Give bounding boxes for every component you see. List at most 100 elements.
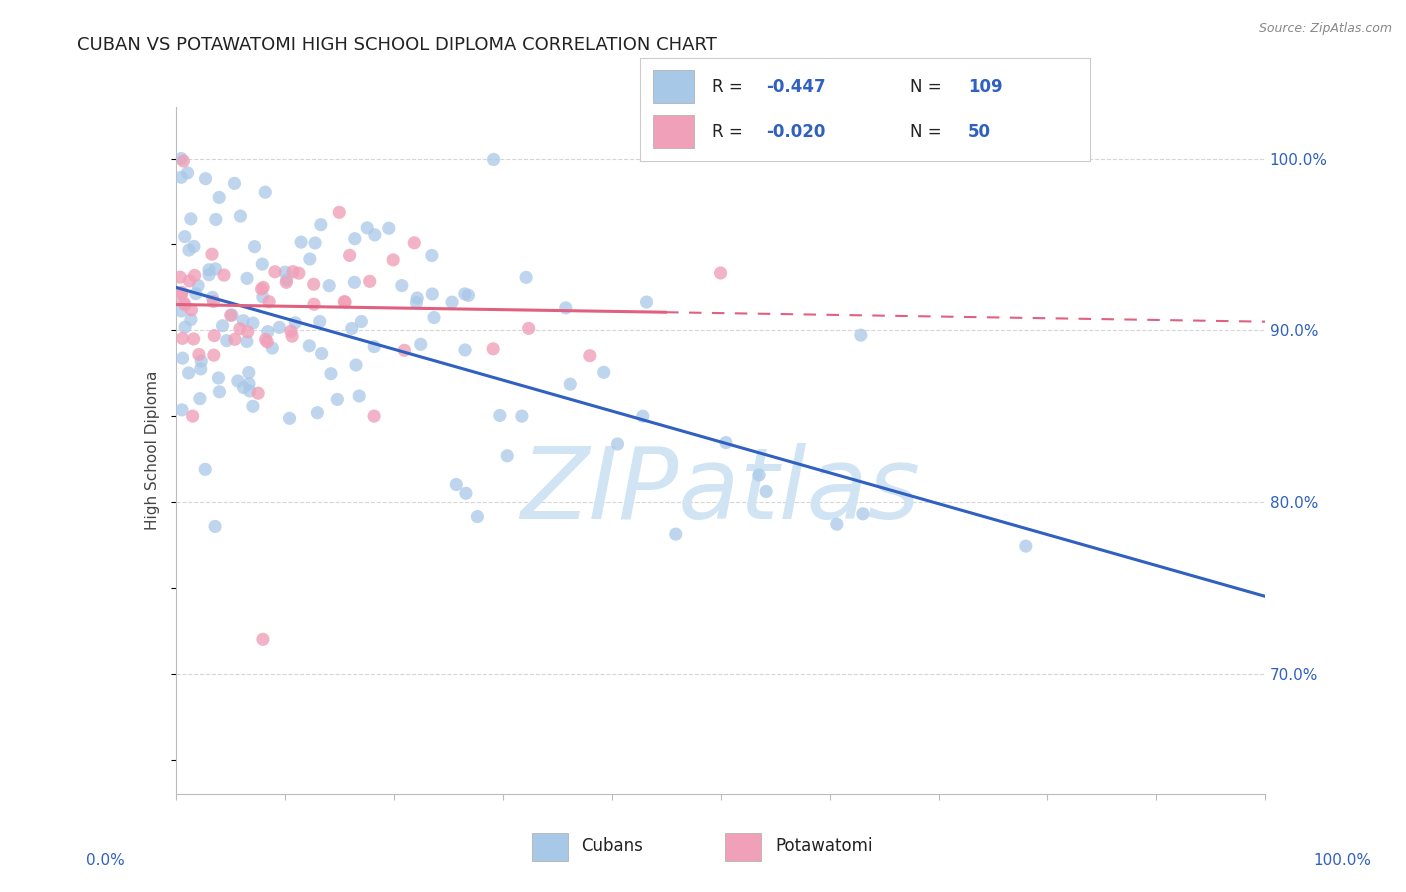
Point — [243, 239, 266, 253]
Point — [457, 288, 479, 302]
Point — [219, 308, 242, 322]
Point — [382, 252, 405, 267]
Point — [288, 266, 311, 280]
Point — [307, 406, 329, 420]
Bar — [654, 115, 693, 148]
Point — [278, 411, 301, 425]
Point — [252, 280, 274, 294]
Point — [242, 316, 264, 330]
Point — [304, 235, 326, 250]
Point — [256, 325, 278, 339]
Text: 50: 50 — [969, 123, 991, 141]
Point — [454, 343, 477, 357]
Point — [172, 351, 194, 365]
Point — [180, 302, 202, 317]
Point — [187, 347, 209, 361]
Point — [326, 392, 349, 407]
Text: 0.0%: 0.0% — [86, 854, 125, 868]
Bar — [531, 833, 568, 861]
Point — [284, 316, 307, 330]
Point — [247, 386, 270, 401]
Point — [236, 325, 259, 339]
Point — [226, 374, 249, 388]
Point — [406, 291, 429, 305]
Point — [592, 365, 614, 379]
Point — [404, 235, 426, 250]
Point — [211, 318, 233, 333]
Point — [339, 248, 361, 262]
Point — [344, 358, 367, 372]
Point — [236, 334, 259, 349]
Point — [173, 229, 195, 244]
Point — [201, 247, 224, 261]
Point — [748, 468, 770, 483]
Point — [454, 486, 477, 500]
Text: R =: R = — [711, 123, 748, 141]
Text: Cubans: Cubans — [582, 837, 644, 855]
Point — [207, 371, 229, 385]
Point — [276, 275, 298, 289]
Point — [363, 340, 385, 354]
Point — [232, 314, 254, 328]
Point — [489, 409, 512, 423]
Point — [280, 324, 302, 338]
Point — [170, 402, 193, 417]
Text: Potawatomi: Potawatomi — [775, 837, 873, 855]
Point — [467, 509, 489, 524]
Point — [318, 278, 340, 293]
Point — [298, 339, 321, 353]
Point — [423, 310, 446, 325]
Point — [409, 337, 432, 351]
Point — [364, 227, 387, 242]
Point — [190, 362, 212, 376]
Point — [515, 270, 537, 285]
Point — [274, 265, 297, 279]
Point — [517, 321, 540, 335]
Point — [496, 449, 519, 463]
Point — [262, 341, 284, 355]
Point — [202, 348, 225, 362]
Point — [176, 166, 198, 180]
Bar — [654, 70, 693, 103]
Point — [1015, 539, 1038, 553]
Point — [420, 287, 443, 301]
Point — [311, 346, 333, 360]
Text: N =: N = — [910, 123, 946, 141]
Point — [183, 332, 205, 346]
Point — [172, 331, 194, 345]
Point — [170, 170, 193, 185]
Point — [554, 301, 576, 315]
Point — [194, 171, 217, 186]
Point — [391, 278, 413, 293]
Point — [184, 286, 207, 301]
Point — [180, 312, 202, 326]
Text: -0.020: -0.020 — [766, 123, 825, 141]
Point — [170, 152, 193, 166]
Point — [172, 154, 194, 169]
Point — [256, 334, 278, 349]
Point — [420, 248, 443, 262]
Text: N =: N = — [910, 78, 946, 95]
Point — [252, 290, 274, 304]
Point — [606, 437, 628, 451]
Point — [394, 343, 416, 358]
Point — [252, 632, 274, 647]
Point — [224, 177, 246, 191]
Point — [579, 349, 602, 363]
Y-axis label: High School Diploma: High School Diploma — [145, 371, 160, 530]
Point — [405, 295, 427, 310]
Point — [205, 212, 228, 227]
Point — [825, 517, 848, 532]
Point — [340, 321, 363, 335]
Point — [347, 389, 370, 403]
Point — [356, 220, 378, 235]
Point — [510, 409, 533, 424]
Point — [177, 243, 200, 257]
Point — [224, 332, 246, 346]
Point — [204, 262, 226, 277]
Point — [281, 329, 304, 343]
Point — [852, 507, 875, 521]
Point — [221, 308, 243, 322]
Point — [238, 376, 260, 391]
Point — [236, 271, 259, 285]
